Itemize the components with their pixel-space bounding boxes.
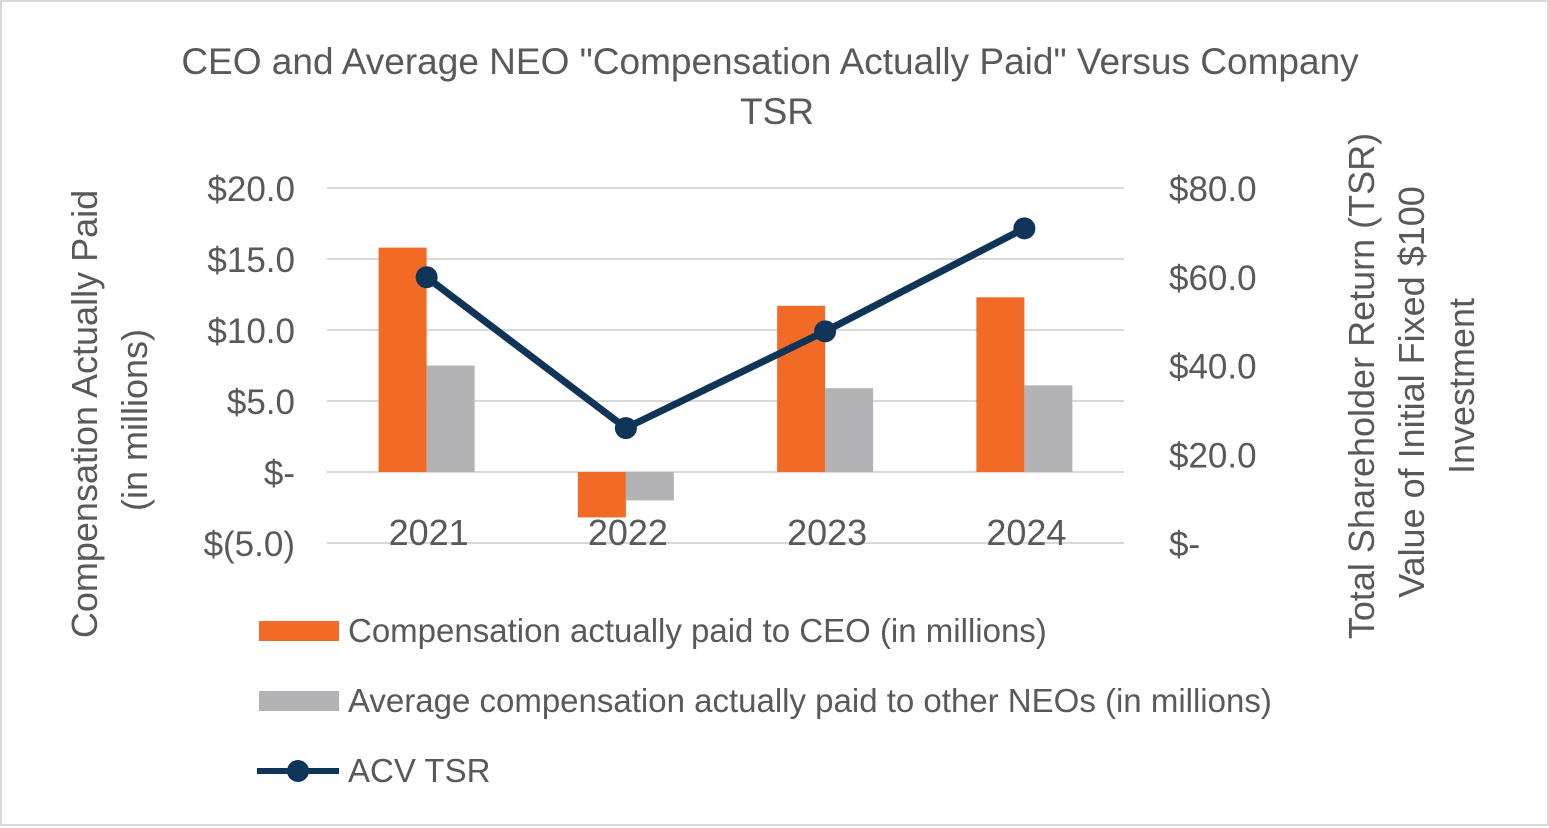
- ceo-bar-2021: [378, 247, 427, 472]
- x-tick-label-2021: 2021: [389, 512, 469, 553]
- right-axis-ticks: $80.0 $60.0 $40.0 $20.0 $-: [1169, 170, 1257, 564]
- left-tick-label-5: $(5.0): [204, 525, 295, 564]
- legend-neo-swatch: [259, 691, 339, 711]
- legend-tsr-marker: [287, 760, 309, 782]
- tsr-point-2024: [1013, 217, 1036, 240]
- ceo-bar-2022: [577, 472, 626, 518]
- right-tick-label-2: $40.0: [1169, 348, 1257, 387]
- chart-title-line-2: TSR: [740, 91, 814, 132]
- chart-title-line-1: CEO and Average NEO "Compensation Actual…: [181, 41, 1359, 82]
- left-tick-label-3: $5.0: [227, 383, 295, 422]
- right-tick-label-3: $20.0: [1169, 436, 1257, 475]
- right-axis-label-line-2: Value of Initial Fixed $100: [1391, 186, 1432, 598]
- right-tick-label-4: $-: [1169, 525, 1200, 564]
- right-axis-label-line-3: Investment: [1441, 298, 1482, 474]
- tsr-line-series: [415, 217, 1036, 440]
- left-tick-label-1: $15.0: [207, 241, 295, 280]
- tsr-point-2021: [415, 266, 438, 289]
- left-tick-label-4: $-: [264, 454, 295, 493]
- legend-ceo-label: Compensation actually paid to CEO (in mi…: [348, 612, 1047, 649]
- left-axis-label-line-1: Compensation Actually Paid: [64, 190, 105, 638]
- tsr-point-2022: [614, 417, 637, 440]
- left-axis-label-line-2: (in millions): [114, 329, 155, 511]
- neo-bar-2021: [426, 365, 475, 472]
- left-tick-label-0: $20.0: [207, 170, 295, 209]
- legend: Compensation actually paid to CEO (in mi…: [257, 612, 1272, 789]
- x-axis-ticks: 2021 2022 2023 2024: [389, 512, 1067, 553]
- x-tick-label-2023: 2023: [787, 512, 867, 553]
- right-tick-label-0: $80.0: [1169, 170, 1257, 209]
- tsr-point-2023: [814, 320, 837, 343]
- left-tick-label-2: $10.0: [207, 312, 295, 351]
- x-tick-label-2024: 2024: [986, 512, 1066, 553]
- neo-bar-2023: [825, 388, 874, 472]
- legend-ceo-swatch: [259, 621, 339, 641]
- tsr-line: [424, 225, 1026, 432]
- left-axis-ticks: $20.0 $15.0 $10.0 $5.0 $- $(5.0): [204, 170, 295, 564]
- neo-bar-2022: [625, 472, 674, 501]
- legend-neo-label: Average compensation actually paid to ot…: [348, 682, 1272, 719]
- neo-bar-2024: [1024, 385, 1073, 472]
- right-axis-label-line-1: Total Shareholder Return (TSR): [1341, 133, 1382, 639]
- bar-series: [378, 247, 1073, 518]
- ceo-bar-2024: [976, 297, 1025, 472]
- x-tick-label-2022: 2022: [588, 512, 668, 553]
- right-tick-label-1: $60.0: [1169, 259, 1257, 298]
- legend-tsr-label: ACV TSR: [348, 752, 490, 789]
